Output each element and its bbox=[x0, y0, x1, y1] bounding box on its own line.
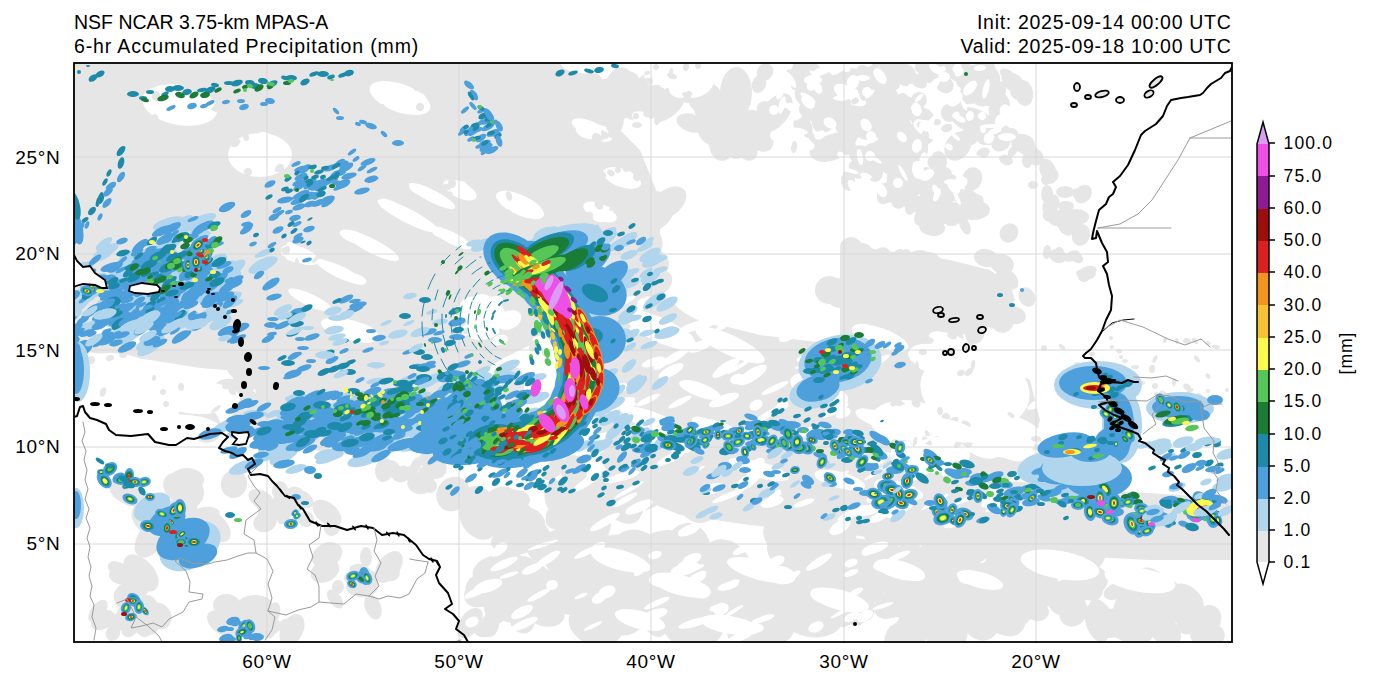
svg-text:6-hr Accumulated Precipitation: 6-hr Accumulated Precipitation (mm) bbox=[74, 35, 419, 57]
svg-text:Valid: 2025-09-18 10:00 UTC: Valid: 2025-09-18 10:00 UTC bbox=[960, 35, 1231, 57]
svg-text:15.0: 15.0 bbox=[1284, 391, 1323, 411]
svg-text:100.0: 100.0 bbox=[1284, 133, 1334, 153]
svg-text:10°N: 10°N bbox=[15, 436, 60, 457]
svg-text:20°W: 20°W bbox=[1011, 651, 1060, 672]
svg-text:40.0: 40.0 bbox=[1284, 262, 1323, 282]
svg-text:5.0: 5.0 bbox=[1284, 456, 1312, 476]
svg-text:60.0: 60.0 bbox=[1284, 198, 1323, 218]
svg-text:5°N: 5°N bbox=[27, 533, 61, 554]
svg-text:0.1: 0.1 bbox=[1284, 552, 1312, 572]
svg-text:2.0: 2.0 bbox=[1284, 488, 1312, 508]
svg-text:1.0: 1.0 bbox=[1284, 520, 1312, 540]
svg-text:20°N: 20°N bbox=[15, 243, 60, 264]
svg-text:75.0: 75.0 bbox=[1284, 166, 1323, 186]
svg-text:60°W: 60°W bbox=[242, 651, 291, 672]
svg-text:40°W: 40°W bbox=[626, 651, 675, 672]
svg-text:30°W: 30°W bbox=[819, 651, 868, 672]
svg-text:50°W: 50°W bbox=[434, 651, 483, 672]
svg-text:50.0: 50.0 bbox=[1284, 230, 1323, 250]
svg-text:20.0: 20.0 bbox=[1284, 359, 1323, 379]
svg-text:15°N: 15°N bbox=[15, 340, 60, 361]
svg-text:25°N: 25°N bbox=[15, 147, 60, 168]
svg-text:30.0: 30.0 bbox=[1284, 295, 1323, 315]
svg-text:Init: 2025-09-14 00:00 UTC: Init: 2025-09-14 00:00 UTC bbox=[977, 11, 1232, 33]
svg-text:[mm]: [mm] bbox=[1336, 332, 1356, 375]
svg-text:25.0: 25.0 bbox=[1284, 327, 1323, 347]
svg-text:10.0: 10.0 bbox=[1284, 424, 1323, 444]
svg-text:NSF NCAR 3.75-km MPAS-A: NSF NCAR 3.75-km MPAS-A bbox=[74, 11, 328, 33]
